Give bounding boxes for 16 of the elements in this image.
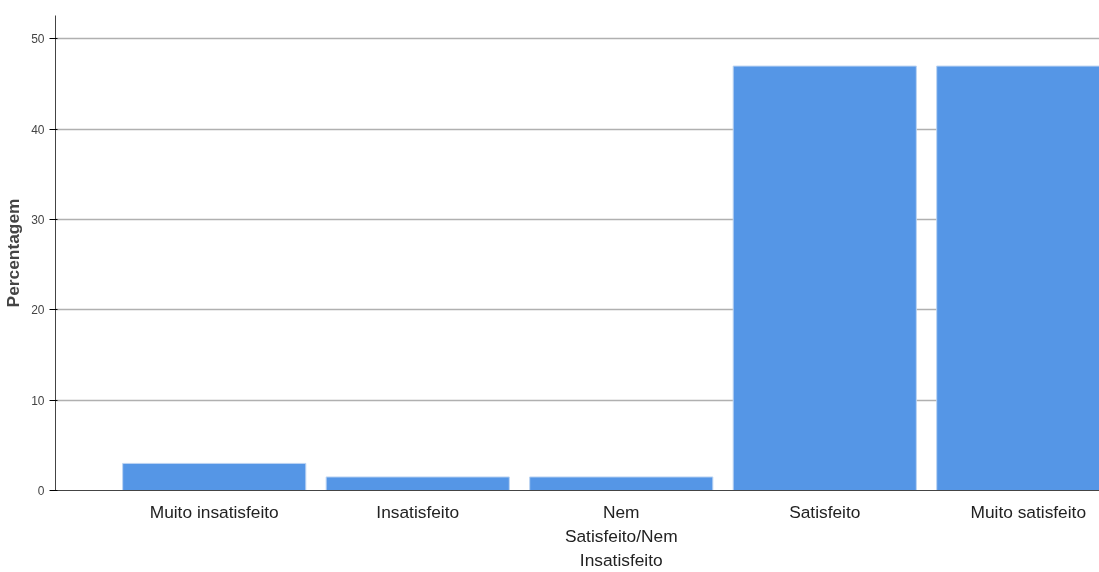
y-tick-label: 50 bbox=[31, 32, 45, 47]
bar bbox=[122, 462, 307, 491]
y-tick-label: 20 bbox=[31, 303, 45, 318]
bar bbox=[529, 476, 714, 491]
y-tick-label: 40 bbox=[31, 122, 45, 137]
bar bbox=[732, 65, 917, 491]
bar bbox=[325, 476, 510, 491]
y-tick-label: 0 bbox=[37, 484, 45, 498]
x-tick-label: Muito satisfeito bbox=[970, 501, 1087, 522]
x-tick-label: Muito insatisfeito bbox=[149, 501, 279, 522]
y-axis-title: Percentagem bbox=[3, 198, 24, 308]
x-tick-label: Nem Satisfeito/Nem Insatisfeito bbox=[564, 501, 678, 570]
y-tick-label: 30 bbox=[31, 213, 45, 228]
y-tick-label: 10 bbox=[31, 393, 45, 408]
x-tick-label: Insatisfeito bbox=[376, 501, 460, 522]
x-tick-label: Satisfeito bbox=[789, 501, 861, 522]
